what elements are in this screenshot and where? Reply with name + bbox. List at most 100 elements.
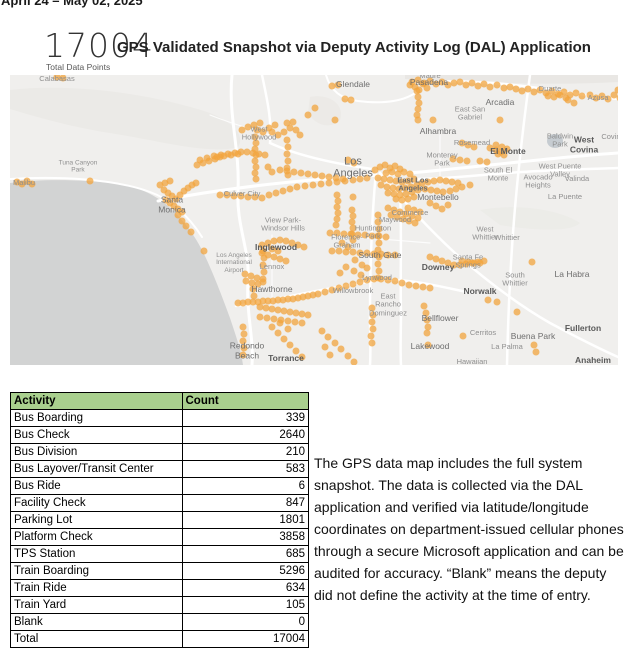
map-data-point — [384, 189, 392, 197]
map-data-point — [317, 180, 325, 188]
map-data-point — [393, 213, 401, 221]
map-data-point — [28, 180, 36, 188]
table-row: Train Boarding 5296 — [10, 562, 309, 580]
map-data-point — [258, 241, 266, 249]
map-data-point — [450, 261, 458, 269]
map-data-point — [464, 141, 472, 149]
map-data-point — [421, 185, 429, 193]
map-data-point — [376, 163, 384, 171]
map-data-point — [265, 191, 273, 199]
map-data-point — [160, 186, 168, 194]
count-cell: 634 — [181, 579, 309, 597]
map-data-point — [387, 211, 395, 219]
map-data-point — [439, 188, 447, 196]
map-data-point — [284, 157, 292, 165]
map-data-point — [270, 315, 278, 323]
map-data-point — [253, 274, 261, 282]
map-data-point — [363, 174, 371, 182]
map-data-point — [427, 186, 435, 194]
map-data-point — [314, 290, 322, 298]
map-data-point — [500, 84, 508, 92]
column-header-count: Count — [181, 392, 309, 410]
map-data-point — [432, 80, 440, 88]
map-data-point — [426, 199, 434, 207]
map-data-point — [493, 81, 501, 89]
map-data-point — [391, 251, 399, 259]
map-data-point — [244, 298, 252, 306]
map-data-point — [404, 177, 412, 185]
map-data-point — [438, 257, 446, 265]
map-data-point — [344, 156, 352, 164]
map-data-point — [374, 246, 382, 254]
map-city-label: Lennox — [259, 261, 285, 271]
count-cell: 847 — [181, 494, 309, 512]
map-city-label: Monterey Park — [426, 150, 458, 168]
map-data-point — [304, 292, 312, 300]
map-data-point — [288, 239, 296, 247]
map-city-label: Whittier — [494, 232, 520, 242]
map-data-point — [239, 337, 247, 345]
map-data-point — [407, 183, 415, 191]
map-data-point — [291, 318, 299, 326]
map-data-point — [616, 94, 618, 102]
map-city-label: La Habra — [554, 269, 590, 280]
map-data-point — [333, 229, 341, 237]
map-data-point — [318, 327, 326, 335]
table-row: Bus Ride 6 — [10, 477, 309, 495]
map-data-point — [459, 332, 467, 340]
map-data-point — [259, 278, 267, 286]
map-data-point — [260, 268, 268, 276]
map-data-point — [570, 99, 578, 107]
map-data-point — [375, 225, 383, 233]
gps-map[interactable]: Madre Calabasas Glendale Pasadena Duarte Azus… — [10, 75, 618, 365]
map-city-label: South El Monte — [483, 165, 513, 183]
map-data-point — [251, 157, 259, 165]
map-data-point — [250, 121, 258, 129]
map-data-point — [289, 118, 297, 126]
map-data-point — [384, 276, 392, 284]
map-data-point — [524, 85, 532, 93]
map-data-point — [234, 299, 242, 307]
map-data-point — [506, 83, 514, 91]
activity-cell: TPS Station — [10, 545, 183, 563]
map-data-point — [268, 128, 276, 136]
map-data-point — [321, 343, 329, 351]
map-data-point — [241, 270, 249, 278]
map-data-point — [476, 259, 484, 267]
map-data-point — [350, 358, 358, 365]
map-data-point — [311, 171, 319, 179]
map-data-point — [239, 299, 247, 307]
map-data-point — [216, 191, 224, 199]
map-data-point — [430, 177, 438, 185]
map-data-point — [332, 174, 340, 182]
map-data-point — [349, 224, 357, 232]
map-data-point — [220, 152, 228, 160]
map-data-point — [252, 175, 260, 183]
map-city-label: Los Angeles — [333, 155, 373, 180]
activity-cell: Facility Check — [10, 494, 183, 512]
map-data-point — [172, 195, 180, 203]
map-data-point — [408, 188, 416, 196]
map-data-point — [292, 347, 300, 355]
explanatory-note: The GPS data map includes the full syste… — [314, 455, 624, 603]
map-data-point — [432, 202, 440, 210]
map-data-point — [544, 92, 552, 100]
map-data-point — [187, 228, 195, 236]
map-data-point — [413, 111, 421, 119]
table-row: Bus Layover/Transit Center 583 — [10, 460, 309, 478]
map-data-point — [351, 256, 359, 264]
map-data-point — [503, 145, 511, 153]
map-data-point — [237, 192, 245, 200]
map-data-point — [86, 177, 94, 185]
map-data-point — [349, 176, 357, 184]
map-data-point — [286, 124, 294, 132]
map-data-point — [560, 88, 568, 96]
map-data-point — [550, 93, 558, 101]
activity-cell: Bus Ride — [10, 477, 183, 495]
activity-cell: Total — [10, 630, 183, 648]
map-data-point — [261, 151, 269, 159]
map-city-label: West Whittier — [472, 224, 498, 242]
map-data-point — [410, 206, 418, 214]
map-data-point — [492, 141, 500, 149]
